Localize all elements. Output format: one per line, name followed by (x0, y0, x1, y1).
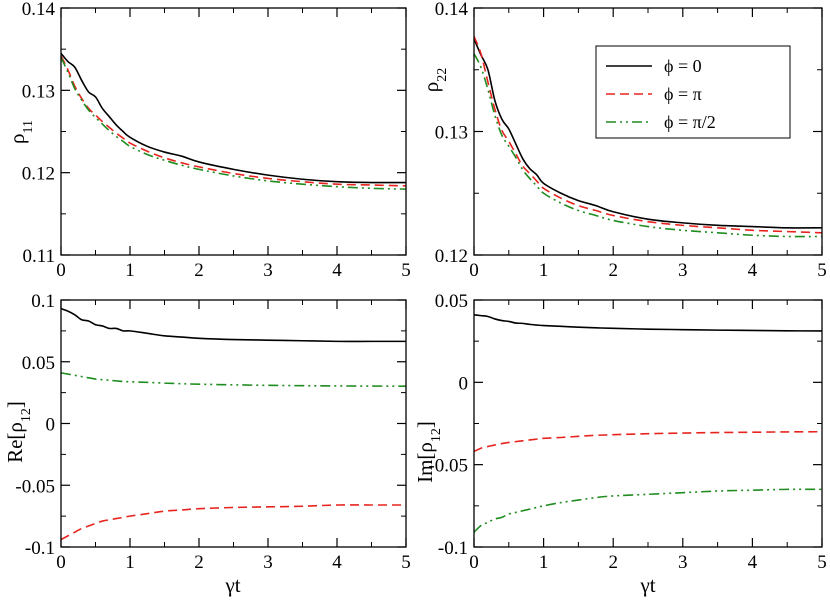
ylabel-rho11-main: ρ (5, 134, 29, 144)
ytick-label-im_rho12: 0.05 (435, 291, 468, 312)
series-line-phipi-rho11 (60, 55, 407, 187)
series-line-phipi2-im_rho12 (473, 488, 823, 533)
frame-rho22 (473, 7, 823, 256)
series-line-phi0-im_rho12 (473, 314, 823, 332)
ytick-label-im_rho12: -0.1 (438, 538, 468, 559)
series-rho22 (473, 36, 823, 238)
ylabel-rho11-sub: 11 (21, 120, 36, 133)
xtick-label-rho22: 2 (608, 260, 618, 281)
ylabel-im-rho12: Im[ρ12] (413, 421, 444, 483)
xtick-label-im_rho12: 3 (678, 552, 688, 573)
xtick-label-rho11: 3 (263, 260, 273, 281)
xtick-label-im_rho12: 1 (539, 552, 549, 573)
ylabel-re-rho12-main: Re[ρ (3, 422, 27, 463)
xtick-label-im_rho12: 2 (608, 552, 618, 573)
xtick-label-rho11: 0 (56, 260, 66, 281)
ylabel-rho11: ρ11 (5, 120, 36, 144)
xtick-label-re_rho12: 5 (401, 552, 411, 573)
ytick-label-re_rho12: 0.1 (31, 291, 55, 312)
series-line-phi0-rho22 (473, 38, 823, 229)
series-line-phipi-im_rho12 (473, 430, 823, 453)
xtick-label-rho22: 3 (678, 260, 688, 281)
ytick-label-rho22: 0.14 (435, 0, 469, 20)
xtick-label-rho11: 2 (194, 260, 204, 281)
xtick-label-re_rho12: 3 (263, 552, 273, 573)
ytick-label-im_rho12: 0 (459, 373, 469, 394)
series-line-phipi2-rho22 (473, 53, 823, 238)
frame-im-rho12 (473, 299, 823, 548)
legend: ϕ = 0 ϕ = π ϕ = π/2 (595, 45, 791, 139)
ylabel-rho22: ρ22 (419, 68, 450, 92)
legend-label-phipi: ϕ = π (664, 84, 702, 104)
ytick-label-re_rho12: -0.1 (25, 538, 55, 559)
ylabel-rho22-main: ρ (419, 82, 443, 92)
xtick-label-im_rho12: 4 (748, 552, 758, 573)
xlabel-re-rho12: γt (224, 573, 240, 597)
series-line-phipi-re_rho12 (60, 504, 406, 541)
xtick-label-rho11: 1 (125, 260, 135, 281)
series-re-rho12 (60, 307, 407, 541)
xtick-label-rho22: 1 (539, 260, 549, 281)
ytick-label-rho11: 0.14 (22, 0, 56, 20)
xtick-label-re_rho12: 4 (332, 552, 342, 573)
ylabel-re-rho12: Re[ρ12] (3, 401, 34, 463)
xlabel-im-rho12: γt (639, 573, 655, 597)
ytick-label-rho11: 0.13 (22, 81, 55, 102)
legend-label-phi0: ϕ = 0 (664, 56, 702, 76)
frame-re-rho12 (60, 299, 407, 548)
xtick-label-rho11: 5 (401, 260, 411, 281)
ticks-rho11: 0 1 2 3 4 5 0.11 0.12 0.13 0.14 (22, 0, 411, 281)
series-line-phipi-rho22 (473, 36, 823, 234)
series-line-phipi2-re_rho12 (60, 372, 407, 387)
ticks-rho22: 0 1 2 3 4 5 0.12 0.13 0.14 (435, 0, 827, 281)
ytick-label-re_rho12: 0.05 (22, 353, 55, 374)
xtick-label-rho22: 5 (817, 260, 827, 281)
ytick-label-rho22: 0.12 (435, 246, 468, 267)
series-line-phi0-re_rho12 (60, 307, 406, 343)
panel-rho11: ρ11 0 1 2 3 4 5 0.11 0.12 0.13 0.14 (5, 0, 411, 281)
ytick-label-rho11: 0.11 (22, 246, 55, 267)
xtick-label-im_rho12: 5 (817, 552, 827, 573)
legend-label-phipi2: ϕ = π/2 (664, 112, 716, 132)
ylabel-re-rho12-sub: 12 (19, 408, 34, 422)
panel-rho22: ρ22 0 1 2 3 4 5 0.12 0.13 0.14 ϕ = 0 ϕ = π ϕ = π… (419, 0, 827, 281)
series-im-rho12 (473, 314, 823, 533)
xtick-label-re_rho12: 0 (56, 552, 66, 573)
ytick-label-re_rho12: 0 (46, 415, 56, 436)
ytick-label-im_rho12: -0.05 (428, 456, 468, 477)
ylabel-rho22-sub: 22 (435, 68, 450, 82)
legend-box (595, 45, 791, 139)
ytick-label-re_rho12: -0.05 (15, 476, 55, 497)
xtick-label-rho22: 0 (469, 260, 479, 281)
xtick-label-im_rho12: 0 (469, 552, 479, 573)
ytick-label-rho22: 0.13 (435, 123, 468, 144)
ylabel-im-rho12-post: ] (413, 421, 437, 428)
ytick-label-rho11: 0.12 (22, 164, 55, 185)
xtick-label-re_rho12: 2 (194, 552, 204, 573)
frame-rho11 (60, 7, 407, 256)
series-line-phi0-rho11 (60, 52, 407, 184)
xtick-label-rho22: 4 (748, 260, 758, 281)
xtick-label-re_rho12: 1 (125, 552, 135, 573)
series-rho11 (60, 52, 407, 190)
ylabel-im-rho12-main: Im[ρ (413, 442, 437, 483)
ylabel-im-rho12-sub: 12 (429, 428, 444, 442)
ylabel-re-rho12-post: ] (3, 401, 27, 408)
xtick-label-rho11: 4 (332, 260, 342, 281)
